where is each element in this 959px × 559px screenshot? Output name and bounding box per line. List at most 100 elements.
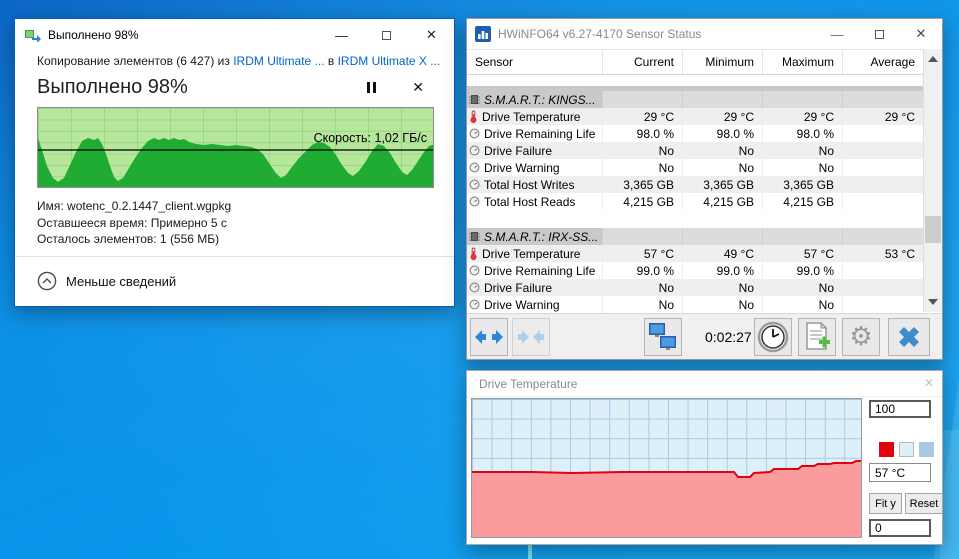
remote-monitoring-button[interactable] [644,318,682,356]
thermometer-icon [470,247,477,260]
hwinfo-sensor-window: HWiNFO64 v6.27-4170 Sensor Status — ✕ Se… [466,18,943,360]
collapse-columns-button[interactable] [512,318,550,356]
network-monitors-icon [649,323,676,350]
sensor-label: Drive Failure [484,143,553,158]
sensor-row[interactable]: Drive Temperature 29 °C 29 °C 29 °C 29 °C [467,108,923,125]
clock-button[interactable] [754,318,792,356]
sensor-name-cell[interactable]: Drive Failure [467,142,602,159]
column-maximum[interactable]: Maximum [762,50,842,74]
maximize-icon[interactable] [364,19,409,51]
gauge-icon [469,299,480,310]
cancel-copy-button[interactable]: ✕ [412,79,424,95]
average-value-cell [842,142,923,159]
group-name-cell[interactable]: S.M.A.R.T.: KINGS... [467,91,602,108]
source-folder-link[interactable]: IRDM Ultimate ... [233,54,325,68]
current-value-cell: 4,215 GB [602,193,682,210]
sensor-row[interactable]: Drive Failure No No No [467,142,923,159]
sensor-name-cell[interactable]: Drive Temperature [467,108,602,125]
sensor-row[interactable]: Drive Warning No No No [467,159,923,176]
close-icon[interactable]: ✕ [923,376,934,390]
current-value-cell: No [602,279,682,296]
chip-icon [469,232,480,241]
grid-color-swatch[interactable] [919,442,934,457]
less-details-label: Меньше сведений [66,273,177,289]
minimize-icon[interactable]: — [335,27,348,43]
temperature-plot [471,398,862,538]
average-value-cell [842,193,923,210]
close-sensors-button[interactable] [888,318,930,356]
scroll-down-icon[interactable] [928,299,938,305]
target-folder-link[interactable]: IRDM Ultimate X ... [337,54,441,68]
sensor-table-header[interactable]: Sensor Current Minimum Maximum Average [467,49,923,75]
column-current[interactable]: Current [602,50,682,74]
temperature-series [472,460,861,537]
sensor-name-cell[interactable]: Drive Failure [467,279,602,296]
sensor-row[interactable]: Drive Remaining Life 99.0 % 99.0 % 99.0 % [467,262,923,279]
minimize-icon[interactable]: — [830,26,844,42]
close-icon[interactable]: ✕ [915,26,927,41]
hwinfo-titlebar[interactable]: HWiNFO64 v6.27-4170 Sensor Status — ✕ [467,19,942,49]
sensor-name-cell[interactable]: Drive Remaining Life [467,262,602,279]
sensor-name-cell[interactable]: Drive Warning [467,159,602,176]
line-color-swatch[interactable] [879,442,894,457]
current-value-cell: 29 °C [602,108,682,125]
copy-speed-graph: Скорость: 1,02 ГБ/с [37,107,434,188]
progress-heading: Выполнено 98% [37,76,188,98]
y-max-input[interactable] [869,400,931,418]
average-value-cell: 53 °C [842,245,923,262]
expand-columns-button[interactable] [470,318,508,356]
settings-button[interactable]: ⚙ [842,318,880,356]
items-remaining-line: Осталось элементов: 1 (556 МБ) [37,232,220,246]
column-average[interactable]: Average [842,50,923,74]
pause-button[interactable] [367,82,377,93]
average-value-cell [842,159,923,176]
sensor-name-cell[interactable]: Total Host Reads [467,193,602,210]
sensor-row[interactable]: Drive Failure No No No [467,279,923,296]
sensor-name-cell[interactable]: Drive Temperature [467,245,602,262]
temp-graph-titlebar[interactable]: Drive Temperature ✕ [467,371,942,397]
sensor-row[interactable]: Total Host Reads 4,215 GB 4,215 GB 4,215 GB [467,193,923,210]
sensor-name-cell[interactable]: Drive Warning [467,296,602,313]
scrollbar-thumb[interactable] [925,216,941,243]
close-icon[interactable]: ✕ [426,27,437,42]
sensor-scrollbar[interactable] [923,49,942,312]
maximum-value-cell: 99.0 % [762,262,842,279]
sensor-group-header[interactable]: S.M.A.R.T.: KINGS... [467,91,923,108]
report-button[interactable] [798,318,836,356]
sensor-group-header[interactable]: S.M.A.R.T.: IRX-SS... [467,228,923,245]
group-name-cell[interactable]: S.M.A.R.T.: IRX-SS... [467,228,602,245]
reset-button[interactable]: Reset [905,493,943,514]
wallpaper-streak [940,430,959,559]
sensor-row[interactable]: Drive Warning No No No [467,296,923,313]
sensor-row[interactable]: Drive Remaining Life 98.0 % 98.0 % 98.0 % [467,125,923,142]
sensor-name-cell[interactable]: Drive Remaining Life [467,125,602,142]
sensor-label: Total Host Reads [484,194,576,209]
group-empty-cell [602,91,682,108]
blue-x-icon [899,327,919,347]
chip-icon [469,95,480,104]
group-empty-cell [682,91,762,108]
gauge-icon [469,128,480,139]
time-remaining-line: Оставшееся время: Примерно 5 с [37,215,227,230]
sensor-row[interactable]: Drive Temperature 57 °C 49 °C 57 °C 53 °C [467,245,923,262]
speed-label: Скорость: 1,02 ГБ/с [313,131,427,145]
minimum-value-cell: 3,365 GB [682,176,762,193]
average-value-cell [842,296,923,313]
sensor-row[interactable]: Total Host Writes 3,365 GB 3,365 GB 3,365 G… [467,176,923,193]
fit-y-button[interactable]: Fit y [869,493,902,514]
maximum-value-cell: No [762,159,842,176]
sensor-name-cell[interactable]: Total Host Writes [467,176,602,193]
clock-icon [757,321,789,353]
arrows-inward-icon [518,330,544,344]
copy-dialog-titlebar[interactable]: Выполнено 98% — ✕ [15,19,454,51]
background-color-swatch[interactable] [899,442,914,457]
sensor-label: Drive Failure [484,280,553,295]
column-minimum[interactable]: Minimum [682,50,762,74]
less-details-toggle[interactable]: Меньше сведений [37,271,176,291]
column-sensor[interactable]: Sensor [475,55,514,69]
y-min-input[interactable] [869,519,931,537]
maximize-icon[interactable] [858,19,900,49]
scroll-up-icon[interactable] [928,56,938,62]
arrows-outward-icon [475,330,503,344]
average-value-cell [842,262,923,279]
